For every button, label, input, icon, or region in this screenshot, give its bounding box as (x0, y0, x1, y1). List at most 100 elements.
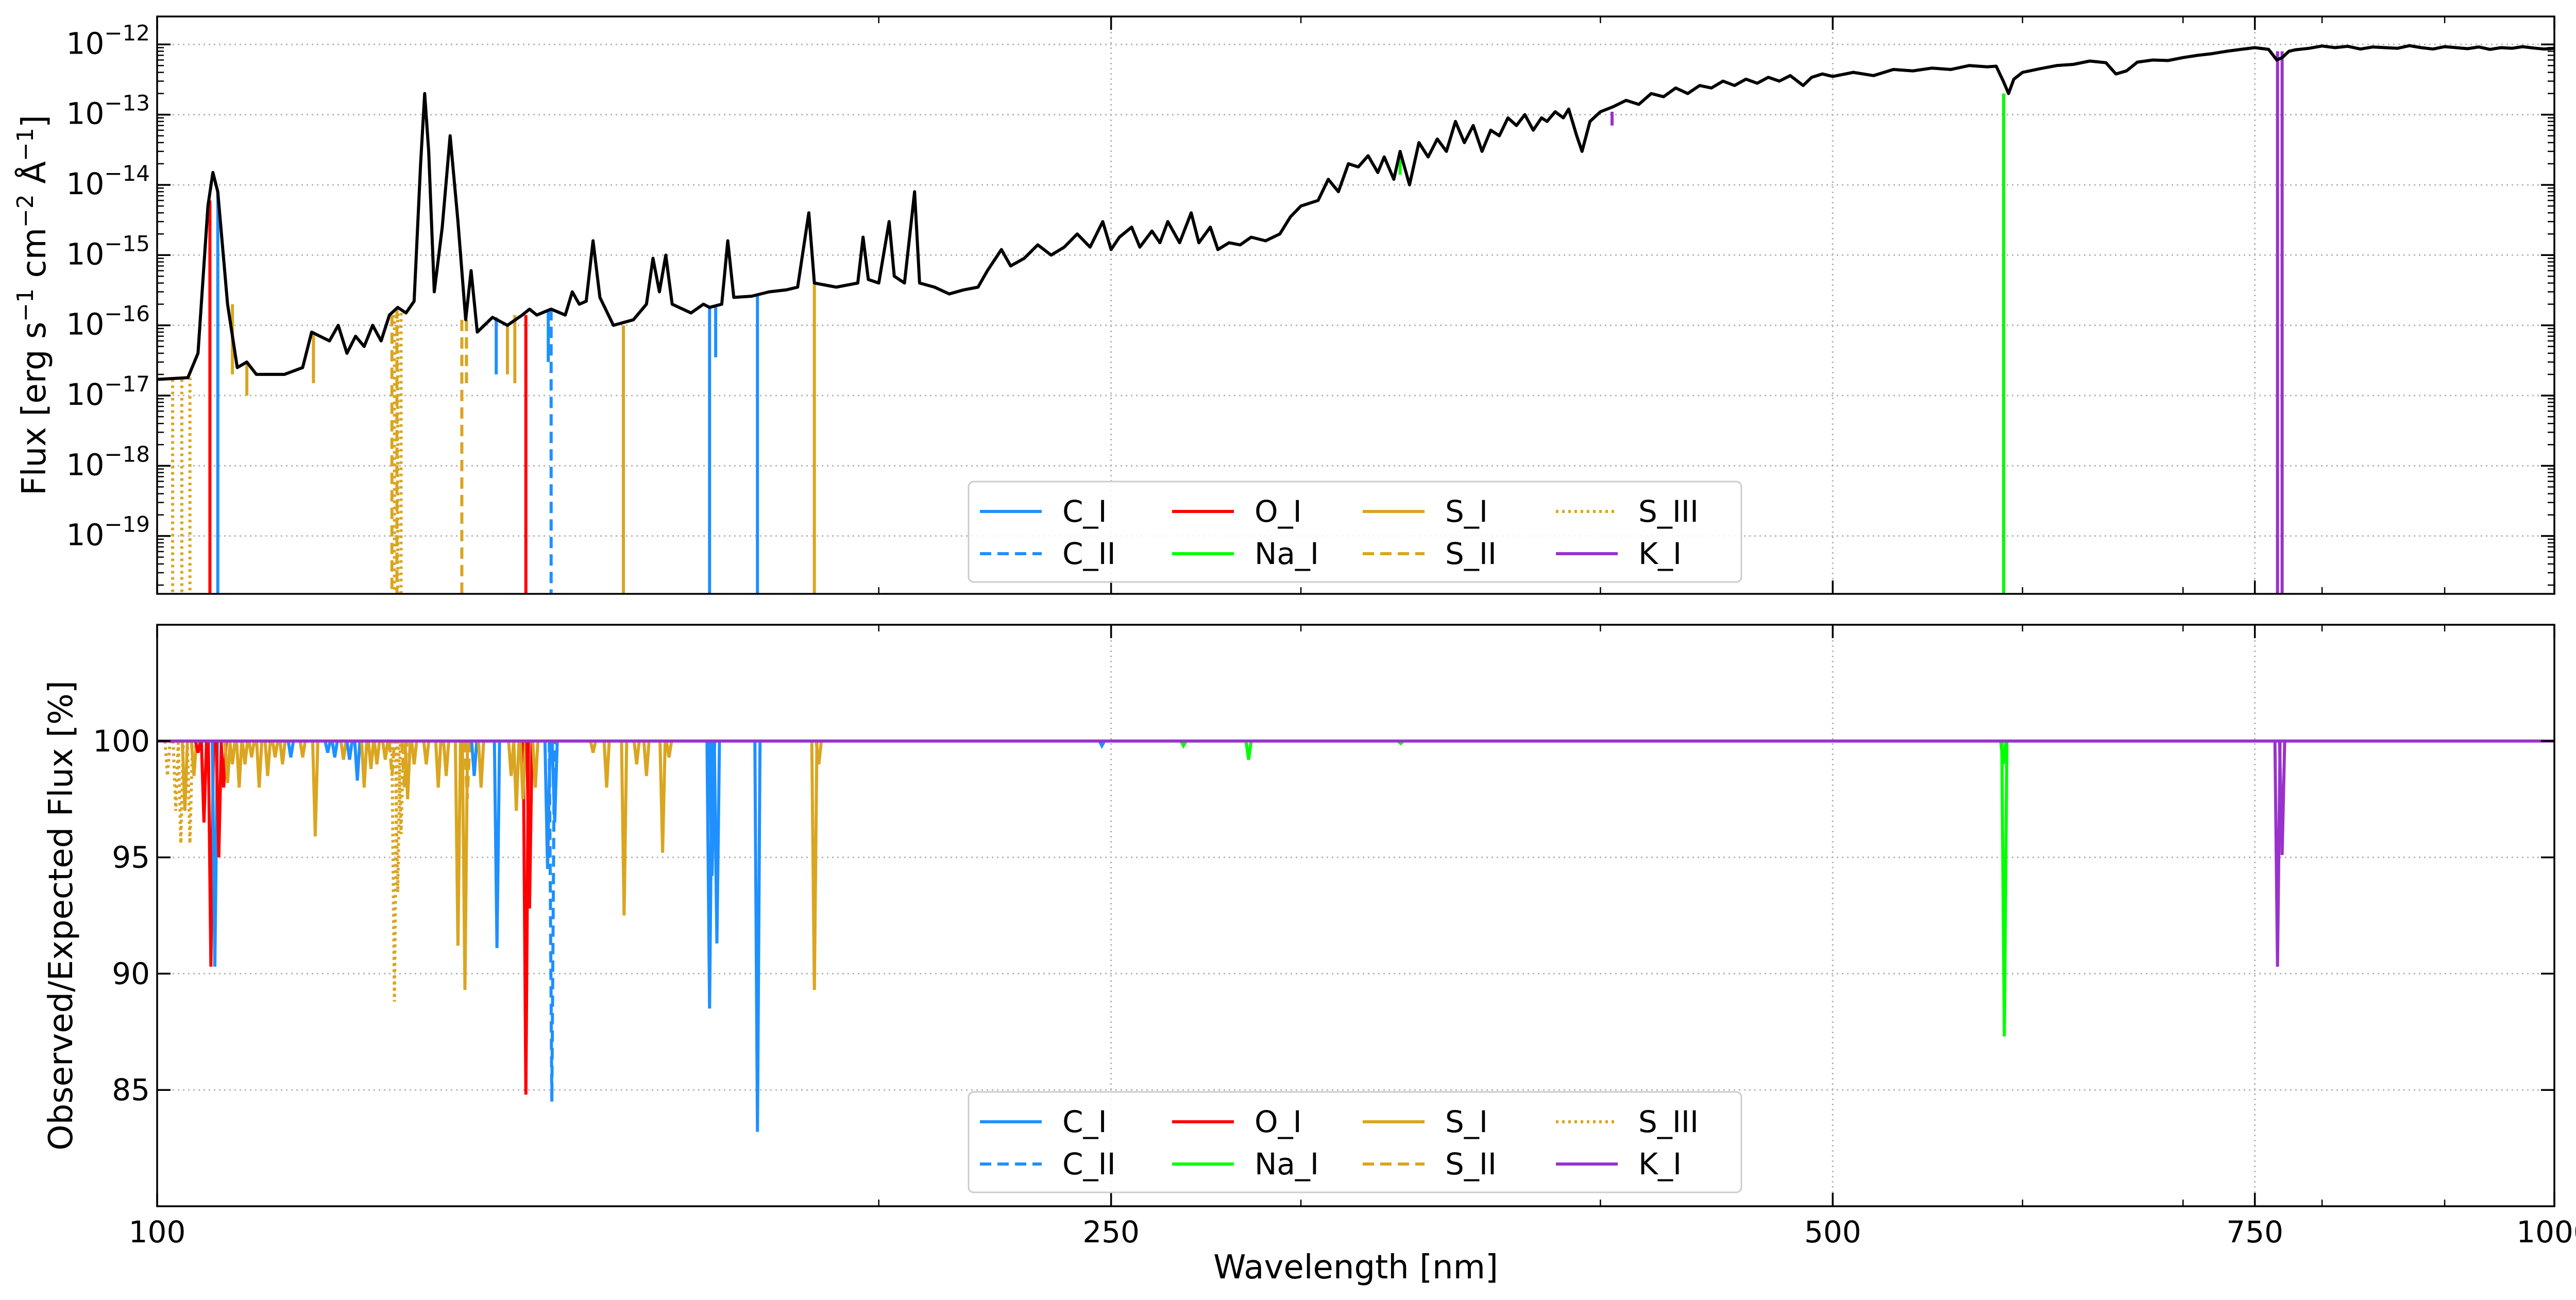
ratio-dip-na-i (2000, 741, 2009, 1037)
ratio-dip-s-i (278, 741, 287, 765)
ratio-dip-s-i (298, 741, 307, 758)
legend-label: O_I (1255, 1104, 1302, 1139)
ratio-dip-c-i (713, 741, 721, 944)
ratio-dip-s-iii (397, 741, 405, 834)
ratio-dip-s-i (512, 741, 521, 811)
ratio-dip-s-iii (394, 741, 402, 893)
ratio-dip-s-i (632, 741, 641, 765)
ratio-dip-s-i (228, 741, 237, 765)
ratio-dip-s-i (665, 741, 673, 758)
ratio-dip-s-i (360, 741, 368, 788)
legend-label: C_II (1062, 536, 1116, 571)
x-tick-label: 500 (1804, 1215, 1861, 1250)
ratio-dip-s-i (453, 741, 462, 946)
y-tick-label: 10−19 (66, 512, 150, 553)
ratio-dip-s-i (642, 741, 651, 776)
legend-label: C_II (1062, 1147, 1116, 1182)
y-tick-label: 90 (112, 956, 150, 991)
ratio-dip-s-i (372, 741, 381, 765)
legend-label: S_II (1445, 1147, 1497, 1182)
ratio-dip-c-i (753, 741, 762, 1132)
ratio-dip-s-i (367, 741, 376, 769)
ratio-panel: 85 90 95 100 100 250 500 750 1000 C_I C_II O_I Na_I S… (93, 624, 2576, 1250)
ratio-dip-s-i (271, 741, 279, 758)
ratio-dip-k-i (2278, 741, 2286, 856)
y-tick-label: 10−17 (66, 371, 150, 412)
ratio-dip-s-i (477, 741, 485, 788)
ratio-dip-s-i (235, 741, 244, 788)
ratio-dip-c-i (493, 741, 501, 948)
legend-label: S_I (1445, 1104, 1488, 1139)
legend-label: S_I (1445, 494, 1488, 529)
ratio-dip-s-i (255, 741, 264, 788)
y-tick-label: 85 (112, 1072, 150, 1107)
ratio-dip-s-iii (163, 741, 172, 776)
ratio-dip-s-i (461, 741, 469, 990)
ratio-plot-area (157, 739, 2554, 1132)
ratio-dip-s-i (241, 741, 249, 765)
y-tick-label: 100 (93, 724, 150, 759)
ratio-dip-s-i (815, 741, 823, 765)
legend-label: K_I (1638, 1147, 1682, 1182)
x-axis-label: Wavelength [nm] (1213, 1248, 1498, 1287)
x-tick-label: 1000 (2516, 1215, 2576, 1250)
ratio-dip-na-i (1244, 741, 1253, 760)
ratio-dip-c-i (324, 741, 332, 754)
ratio-dip-s-i (223, 741, 232, 783)
ratio-dip-s-i (810, 741, 819, 990)
ratio-dip-o-i (525, 741, 534, 909)
ratio-dip-s-i (602, 741, 611, 788)
legend-label: S_III (1638, 1104, 1699, 1139)
legend-label: S_II (1445, 536, 1497, 571)
ratio-dip-s-i (190, 741, 198, 776)
legend-label: Na_I (1255, 1147, 1319, 1182)
legend: C_I C_II O_I Na_I S_I S_II S_III K_I (968, 1091, 1742, 1193)
ratio-dip-s-i (263, 741, 272, 776)
x-tick-label: 750 (2226, 1215, 2283, 1250)
ratio-dip-s-i (381, 741, 389, 760)
legend-label: O_I (1255, 494, 1302, 529)
y-tick-label: 95 (112, 840, 150, 875)
ratio-y-axis-label: Observed/Expected Flux [%] (42, 680, 80, 1151)
ratio-dip-s-i (442, 741, 451, 776)
ratio-dip-c-i (286, 741, 295, 758)
ratio-dip-s-ii (387, 741, 396, 776)
legend-frame (968, 1091, 1742, 1193)
legend-label: Na_I (1255, 536, 1319, 571)
flux-y-axis-label: Flux [erg s−1 cm−2 Å−1] (12, 115, 54, 495)
y-tick-label: 10−14 (66, 161, 150, 201)
ratio-dip-k-i (2273, 741, 2282, 967)
ratio-dip-c-i (550, 741, 559, 823)
ratio-dip-s-i (247, 741, 256, 758)
legend-label: C_I (1062, 1104, 1107, 1139)
y-tick-label: 10−16 (66, 301, 150, 342)
flux-panel: 10−12 10−13 10−14 10−15 10−16 10−17 10−18 10−19… (66, 15, 2555, 595)
ratio-dip-c-i (470, 741, 479, 776)
ratio-dip-s-i (339, 741, 348, 760)
legend-label: S_III (1638, 494, 1699, 529)
ratio-dip-s-ii (463, 741, 471, 799)
ratio-dip-s-i (589, 741, 598, 754)
ratio-dip-s-i (620, 741, 629, 916)
legend-frame (968, 481, 1742, 583)
ratio-dip-s-i (403, 741, 412, 799)
x-tick-label: 100 (129, 1215, 186, 1250)
ratio-dip-s-i (410, 741, 418, 765)
ratio-dip-s-i (658, 741, 667, 853)
ratio-dip-s-i (434, 741, 443, 788)
ratio-dip-s-i (519, 741, 528, 799)
ratio-dip-o-i (199, 741, 208, 823)
ratio-dip-s-i (311, 741, 319, 837)
ratio-dip-c-i (330, 741, 339, 758)
y-tick-label: 10−12 (66, 20, 150, 61)
ratio-dip-o-i (214, 741, 223, 858)
legend: C_I C_II O_I Na_I S_I S_II S_III K_I (968, 481, 1742, 583)
ratio-dip-s-i (422, 741, 431, 765)
ratio-dip-c-ii (548, 741, 556, 1102)
ratio-dip-s-i (180, 741, 189, 811)
ratio-dip-c-i (353, 741, 362, 781)
y-tick-label: 10−15 (66, 231, 150, 271)
ratio-dip-s-iii (172, 741, 180, 811)
y-tick-label: 10−18 (66, 441, 150, 482)
